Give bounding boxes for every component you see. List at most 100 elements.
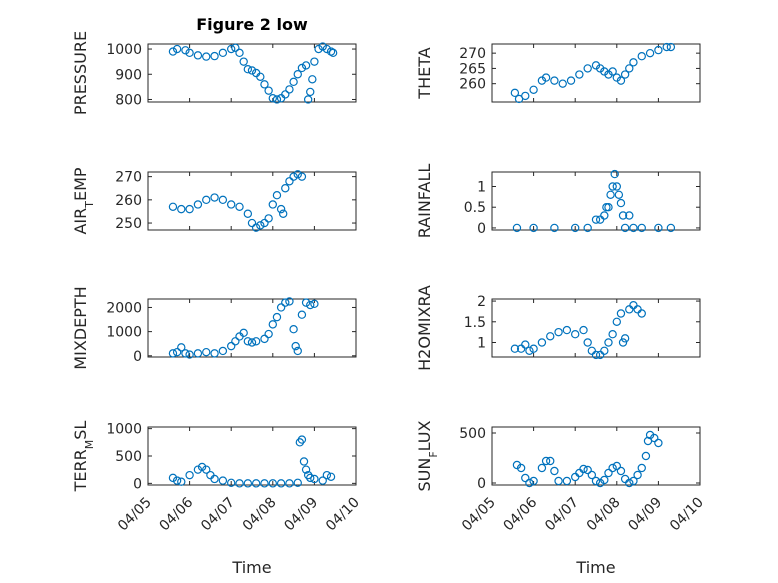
data-point (600, 475, 609, 485)
data-point (537, 338, 547, 347)
data-point (618, 211, 628, 220)
axes-frame (147, 426, 357, 486)
data-point (546, 456, 555, 466)
data-point (243, 479, 253, 488)
data-point (193, 200, 203, 209)
data-point (604, 203, 613, 212)
data-point (291, 341, 300, 351)
data-point (322, 470, 332, 480)
data-point (185, 470, 194, 480)
data-point (591, 476, 601, 486)
data-point (293, 478, 302, 488)
data-point (306, 473, 315, 483)
data-point (301, 465, 311, 474)
data-point (293, 70, 302, 79)
data-point (637, 52, 646, 61)
axes-frame (147, 171, 357, 231)
data-point (297, 172, 307, 181)
data-point (620, 223, 630, 233)
panel-4: 0 0.5 1 RAINFALL (415, 164, 701, 238)
data-point (529, 476, 538, 486)
data-point (654, 438, 663, 448)
data-point (256, 221, 265, 230)
data-point (662, 42, 671, 52)
data-point (587, 470, 597, 480)
data-point (616, 198, 626, 208)
data-point (303, 95, 313, 104)
data-point (272, 312, 282, 322)
x-axis-label-left: Time (231, 558, 271, 577)
data-point (264, 329, 273, 339)
x-tick-label: 04/06 (157, 494, 197, 534)
data-point (168, 47, 178, 56)
data-point (210, 51, 219, 61)
y-tick-label: 270 (459, 46, 486, 62)
data-point (231, 43, 240, 52)
data-point (210, 193, 219, 202)
data-point (608, 330, 617, 339)
data-point (251, 223, 261, 232)
y-tick-label: 260 (115, 193, 142, 209)
data-point (562, 325, 572, 335)
data-point (268, 200, 277, 209)
data-point (625, 478, 634, 488)
y-axis-label-8: SUNFLUX (415, 420, 440, 491)
data-point (210, 349, 219, 358)
data-point (633, 470, 642, 480)
data-point (226, 200, 236, 209)
data-point (604, 338, 613, 347)
data-point (637, 309, 646, 318)
y-tick-label: 1000 (106, 325, 142, 341)
axes-frame (491, 426, 701, 486)
data-point (281, 298, 290, 307)
panel-5: 0 1000 2000 MIXDEPTH (71, 286, 357, 370)
data-point (281, 184, 290, 193)
data-point (235, 479, 244, 488)
data-point (260, 479, 269, 488)
data-point (306, 300, 315, 310)
data-point (608, 463, 617, 473)
y-tick-label: 1 (477, 336, 486, 352)
data-point (591, 215, 601, 224)
y-tick-label: 265 (459, 61, 486, 77)
data-point (235, 202, 244, 211)
data-point (177, 204, 186, 214)
data-point (326, 472, 336, 481)
y-tick-label: 500 (115, 449, 142, 465)
y-tick-label: 0 (477, 221, 486, 237)
x-tick-label: 04/09 (281, 495, 321, 535)
data-point (579, 325, 588, 335)
data-point (181, 349, 190, 358)
data-point (529, 85, 538, 94)
data-point (172, 44, 182, 54)
data-point (276, 479, 286, 488)
data-point (301, 298, 311, 307)
y-tick-label: 2 (477, 294, 486, 310)
data-point (629, 58, 638, 67)
data-point (612, 461, 622, 471)
x-tick-label: 04/08 (584, 495, 624, 535)
data-point (306, 87, 315, 97)
data-point (579, 464, 588, 474)
data-point (308, 75, 317, 84)
data-point (510, 88, 520, 98)
data-point (247, 338, 257, 347)
panel-3: 250 260 270 AIRTEMP (71, 167, 357, 235)
data-point (260, 334, 269, 344)
panel-1: 800 900 1000 PRESSURE (71, 31, 357, 115)
data-point (600, 211, 609, 220)
data-point (289, 325, 298, 334)
data-point (541, 73, 551, 82)
data-point (625, 211, 634, 220)
data-point (272, 95, 282, 104)
data-point (218, 195, 228, 205)
data-point (550, 223, 559, 233)
data-point (218, 476, 228, 485)
panel-6: 1 1.5 2 H2OMIXRA (415, 285, 701, 371)
data-point (202, 347, 211, 357)
data-point (168, 349, 178, 358)
data-point (210, 474, 219, 484)
data-point (251, 337, 261, 346)
